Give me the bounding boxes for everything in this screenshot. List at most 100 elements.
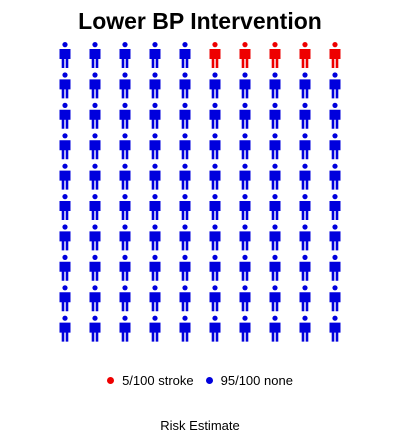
person-icon-44 <box>180 164 191 190</box>
person-icon-9 <box>330 42 341 68</box>
person-icon-26 <box>240 103 251 129</box>
person-icon-13 <box>150 72 161 98</box>
person-icon-39 <box>330 133 341 159</box>
person-icon-87 <box>270 285 281 311</box>
legend-dot-none <box>206 377 213 384</box>
person-icon-47 <box>270 164 281 190</box>
person-icon-52 <box>120 194 131 220</box>
person-icon-6 <box>240 42 251 68</box>
person-icon-40 <box>60 164 71 190</box>
person-icon-29 <box>330 103 341 129</box>
person-icon-34 <box>180 133 191 159</box>
person-icon-42 <box>120 164 131 190</box>
person-icon-74 <box>180 255 191 281</box>
person-icon-53 <box>150 194 161 220</box>
person-icon-5 <box>210 42 221 68</box>
person-icon-49 <box>330 164 341 190</box>
person-icon-88 <box>300 285 311 311</box>
person-icon-75 <box>210 255 221 281</box>
person-icon-11 <box>90 72 101 98</box>
person-icon-73 <box>150 255 161 281</box>
person-icon-64 <box>180 224 191 250</box>
person-icon-63 <box>150 224 161 250</box>
person-icon-8 <box>300 42 311 68</box>
person-icon-27 <box>270 103 281 129</box>
person-icon-71 <box>90 255 101 281</box>
person-icon-35 <box>210 133 221 159</box>
person-icon-19 <box>330 72 341 98</box>
person-icon-86 <box>240 285 251 311</box>
legend-label-stroke: 5/100 stroke <box>122 373 194 388</box>
person-icon-21 <box>90 103 101 129</box>
person-icon-37 <box>270 133 281 159</box>
person-icon-57 <box>270 194 281 220</box>
person-icon-56 <box>240 194 251 220</box>
person-icon-84 <box>180 285 191 311</box>
person-icon-62 <box>120 224 131 250</box>
person-icon-81 <box>90 285 101 311</box>
person-icon-68 <box>300 224 311 250</box>
person-icon-7 <box>270 42 281 68</box>
person-icon-38 <box>300 133 311 159</box>
person-icon-92 <box>120 316 131 342</box>
person-icon-3 <box>150 42 161 68</box>
person-icon-22 <box>120 103 131 129</box>
person-icon-97 <box>270 316 281 342</box>
person-icon-46 <box>240 164 251 190</box>
person-icon-0 <box>60 42 71 68</box>
person-icon-2 <box>120 42 131 68</box>
legend-item-stroke: 5/100 stroke <box>107 373 194 388</box>
person-icon-17 <box>270 72 281 98</box>
person-icon-77 <box>270 255 281 281</box>
person-icon-98 <box>300 316 311 342</box>
person-icon-59 <box>330 194 341 220</box>
person-icon-33 <box>150 133 161 159</box>
person-icon-25 <box>210 103 221 129</box>
person-icon-1 <box>90 42 101 68</box>
person-icon-30 <box>60 133 71 159</box>
person-icon-78 <box>300 255 311 281</box>
person-icon-90 <box>60 316 71 342</box>
person-icon-32 <box>120 133 131 159</box>
person-icon-16 <box>240 72 251 98</box>
person-icon-36 <box>240 133 251 159</box>
person-icon-58 <box>300 194 311 220</box>
person-icon-79 <box>330 255 341 281</box>
person-icon-83 <box>150 285 161 311</box>
legend-label-none: 95/100 none <box>221 373 293 388</box>
person-icon-66 <box>240 224 251 250</box>
person-icon-55 <box>210 194 221 220</box>
person-icon-60 <box>60 224 71 250</box>
person-icon-24 <box>180 103 191 129</box>
person-icon-99 <box>330 316 341 342</box>
person-icon-28 <box>300 103 311 129</box>
person-icon-50 <box>60 194 71 220</box>
x-axis-label: Risk Estimate <box>0 418 400 433</box>
person-icon-18 <box>300 72 311 98</box>
pictogram-grid <box>0 0 400 370</box>
person-icon-91 <box>90 316 101 342</box>
person-icon-70 <box>60 255 71 281</box>
person-icon-10 <box>60 72 71 98</box>
person-icon-41 <box>90 164 101 190</box>
person-icon-67 <box>270 224 281 250</box>
person-icon-89 <box>330 285 341 311</box>
person-icon-61 <box>90 224 101 250</box>
person-icon-14 <box>180 72 191 98</box>
person-icon-69 <box>330 224 341 250</box>
person-icon-80 <box>60 285 71 311</box>
legend-item-none: 95/100 none <box>206 373 293 388</box>
legend: 5/100 stroke 95/100 none <box>0 373 400 388</box>
person-icon-85 <box>210 285 221 311</box>
person-icon-82 <box>120 285 131 311</box>
legend-dot-stroke <box>107 377 114 384</box>
person-icon-76 <box>240 255 251 281</box>
person-icon-65 <box>210 224 221 250</box>
person-icon-94 <box>180 316 191 342</box>
person-icon-95 <box>210 316 221 342</box>
person-icon-48 <box>300 164 311 190</box>
person-icon-93 <box>150 316 161 342</box>
person-icon-4 <box>180 42 191 68</box>
person-icon-72 <box>120 255 131 281</box>
person-icon-51 <box>90 194 101 220</box>
